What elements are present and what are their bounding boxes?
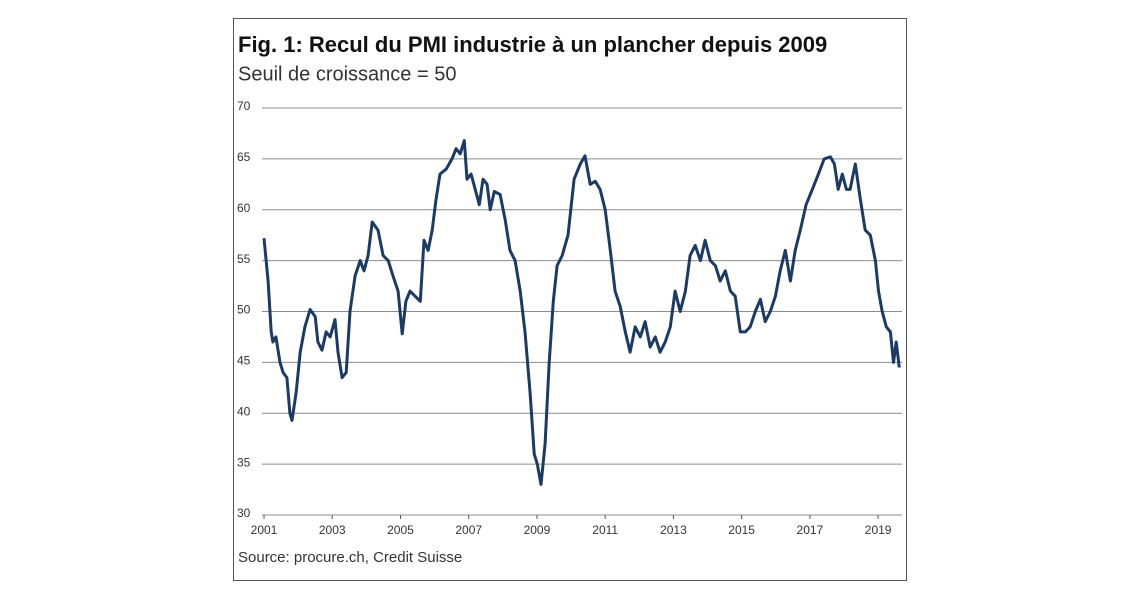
y-tick-label: 45 [237,354,251,368]
x-tick-label: 2003 [319,523,346,537]
x-tick-label: 2019 [865,523,892,537]
y-tick-label: 35 [237,455,251,469]
y-tick-label: 65 [237,150,251,164]
x-tick-label: 2011 [592,523,618,537]
x-tick-label: 2007 [455,523,482,537]
y-tick-label: 50 [237,303,251,317]
source: Source: procure.ch, Credit Suisse [238,549,462,566]
x-tick-label: 2013 [660,523,687,537]
chart-subtitle: Seuil de croissance = 50 [238,63,456,85]
y-tick-label: 60 [237,201,251,215]
data-line [262,139,901,486]
frame [233,18,907,581]
y-tick-label: 40 [237,404,251,418]
x-tick-label: 2015 [728,523,755,537]
y-tick-label: 55 [237,252,251,266]
x-tick-label: 2009 [524,523,551,537]
y-tick-label: 30 [237,506,251,520]
y-tick-label: 70 [237,99,251,113]
x-tick-label: 2001 [251,523,278,537]
chart-title: Fig. 1: Recul du PMI industrie à un plan… [238,32,827,57]
x-tick-label: 2017 [797,523,824,537]
x-tick-label: 2005 [387,523,414,537]
